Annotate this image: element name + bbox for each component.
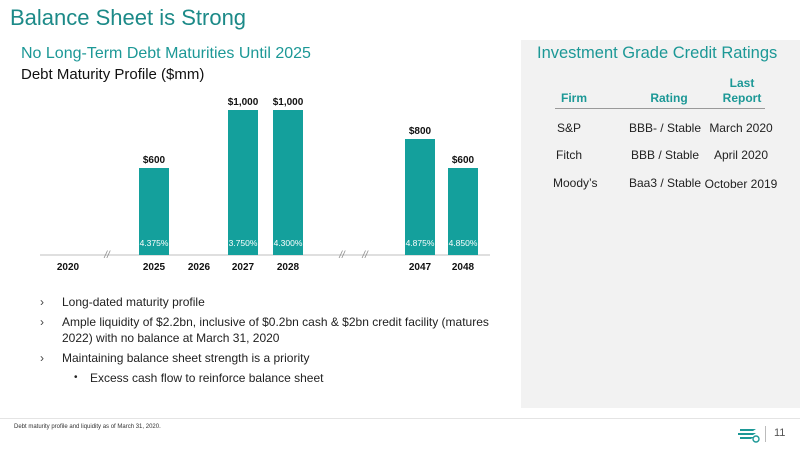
bullet-marker: › [40, 351, 44, 365]
ratings-title: Investment Grade Credit Ratings [537, 44, 778, 62]
bullet-text: Ample liquidity of $2.2bn, inclusive of … [62, 315, 489, 345]
header-last-report: Last Report [722, 76, 762, 105]
bullet-text: Maintaining balance sheet strength is a … [62, 351, 310, 365]
row-moodys-rating: Baa3 / Stable [628, 176, 702, 190]
bar-2028 [273, 110, 303, 255]
bar-2025 [139, 168, 169, 255]
bullet-text: Long-dated maturity profile [62, 295, 205, 309]
row-fitch-rating: BBB / Stable [630, 148, 700, 162]
bullet-marker: › [40, 315, 44, 329]
row-fitch-report: April 2020 [713, 148, 769, 162]
x-tick-label: 2027 [232, 262, 255, 273]
bar-value-label: $600 [452, 155, 475, 166]
sub-bullet-text: Excess cash flow to reinforce balance sh… [90, 371, 324, 385]
x-tick-label: 2048 [452, 262, 475, 273]
x-tick-label: 2020 [57, 262, 80, 273]
company-logo-icon [738, 429, 760, 443]
bar-2047 [405, 139, 435, 255]
axis-break-marker: // [361, 250, 369, 261]
bar-value-label: $1,000 [273, 97, 304, 108]
bar-rate-label: 3.750% [229, 238, 258, 248]
bullet-marker: › [40, 295, 44, 309]
bar-2027 [228, 110, 258, 255]
footnote: Debt maturity profile and liquidity as o… [14, 424, 161, 430]
axis-break-marker: // [103, 250, 111, 261]
page-title: Balance Sheet is Strong [10, 5, 247, 30]
bar-2048 [448, 168, 478, 255]
row-sp-report: March 2020 [709, 121, 773, 135]
x-tick-label: 2026 [188, 262, 211, 273]
credit-ratings-panel: Investment Grade Credit Ratings Firm Rat… [521, 40, 800, 408]
bar-rate-label: 4.850% [449, 238, 478, 248]
row-moodys-firm: Moody’s [553, 176, 598, 190]
bar-value-label: $800 [409, 126, 432, 137]
header-divider [555, 108, 765, 109]
header-rating: Rating [650, 91, 688, 105]
bar-rate-label: 4.375% [140, 238, 169, 248]
bar-value-label: $600 [143, 155, 166, 166]
x-tick-label: 2025 [143, 262, 166, 273]
axis-break-marker: // [338, 250, 346, 261]
sub-bullet-marker: • [74, 372, 78, 383]
bullet-list: › Long-dated maturity profile › Ample liqu… [40, 294, 500, 390]
bullet-item: › Ample liquidity of $2.2bn, inclusive of… [40, 314, 500, 346]
row-sp-rating: BBB- / Stable [628, 121, 702, 135]
row-moodys-report: October 2019 [704, 177, 778, 191]
section-subtitle: No Long-Term Debt Maturities Until 2025 [21, 45, 311, 62]
sub-bullet-item: • Excess cash flow to reinforce balance s… [40, 370, 500, 386]
bullet-item: › Maintaining balance sheet strength is a… [40, 350, 500, 366]
chart-title: Debt Maturity Profile ($mm) [21, 66, 205, 83]
debt-maturity-chart: // // // 2020 $600 4.375% 2025 2026 $1,000 3.750%… [40, 97, 490, 273]
page-number: 11 [774, 427, 786, 439]
bar-value-label: $1,000 [228, 97, 259, 108]
footer-divider [0, 418, 800, 419]
header-firm: Firm [560, 91, 587, 105]
bar-rate-label: 4.300% [274, 238, 303, 248]
footer-separator [765, 426, 766, 442]
bar-rate-label: 4.875% [406, 238, 435, 248]
row-fitch-firm: Fitch [555, 148, 582, 162]
x-tick-label: 2028 [277, 262, 300, 273]
x-tick-label: 2047 [409, 262, 432, 273]
row-sp-firm: S&P [556, 121, 581, 135]
bullet-item: › Long-dated maturity profile [40, 294, 500, 310]
